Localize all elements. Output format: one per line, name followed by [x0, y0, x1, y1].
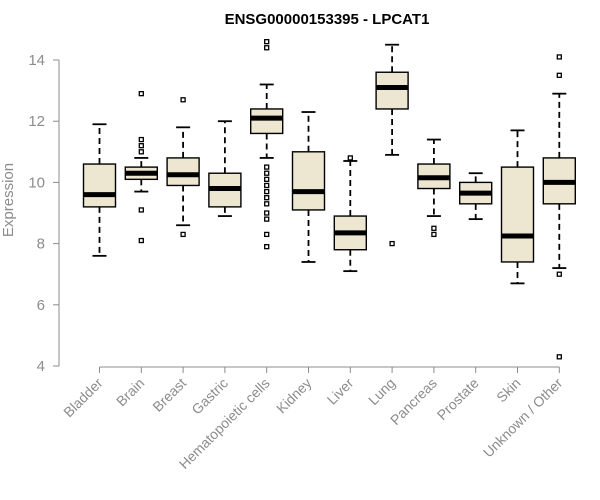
outlier-point — [264, 182, 270, 189]
outlier-point — [556, 72, 562, 78]
x-tick-label: Unknown / Other — [480, 375, 566, 461]
box-group — [542, 54, 576, 360]
box-group — [375, 43, 409, 247]
outlier-point — [264, 244, 270, 250]
box-group — [82, 123, 117, 257]
outlier-point — [264, 38, 270, 45]
box-group — [166, 97, 200, 238]
outlier-point — [264, 188, 270, 195]
outlier-point — [264, 195, 270, 201]
box-group — [459, 172, 493, 221]
x-tick-label: Kidney — [273, 375, 315, 417]
chart-title: ENSG00000153395 - LPCAT1 — [225, 11, 430, 28]
iqr-box — [249, 108, 284, 135]
outlier-point — [138, 136, 144, 143]
iqr-box — [82, 163, 117, 208]
box-group — [417, 138, 451, 238]
x-tick-label: Liver — [324, 375, 357, 408]
outlier-point — [264, 201, 270, 207]
outlier-point — [264, 231, 270, 238]
outlier-point — [180, 231, 186, 238]
box-group — [249, 38, 284, 250]
y-tick-label: 6 — [37, 297, 45, 314]
x-tick-label: Breast — [149, 375, 189, 415]
box-group — [124, 91, 159, 244]
outlier-point — [264, 176, 270, 182]
y-tick-label: 8 — [37, 236, 45, 253]
outlier-point — [138, 149, 144, 155]
outlier-point — [264, 170, 270, 176]
outlier-point — [264, 164, 270, 170]
outlier-point — [431, 231, 437, 238]
iqr-box — [375, 71, 409, 110]
y-tick-label: 4 — [37, 358, 45, 375]
iqr-box — [166, 157, 200, 187]
outlier-point — [556, 354, 562, 360]
outlier-point — [389, 240, 395, 247]
y-tick-label: 12 — [28, 113, 45, 130]
iqr-box — [500, 166, 535, 263]
x-tick-label: Prostate — [434, 375, 482, 423]
outlier-point — [264, 216, 270, 222]
box-series — [82, 38, 576, 360]
x-tick-label: Bladder — [60, 375, 106, 421]
outlier-point — [180, 97, 186, 103]
box-group — [333, 155, 367, 273]
outlier-point — [431, 225, 437, 231]
outlier-point — [264, 210, 270, 216]
outlier-point — [347, 155, 353, 161]
outlier-point — [264, 45, 270, 51]
box-group — [208, 120, 242, 217]
x-tick-label: Brain — [113, 375, 147, 409]
iqr-box — [291, 151, 326, 211]
outlier-point — [138, 91, 144, 97]
outlier-point — [138, 237, 144, 244]
outlier-point — [556, 54, 562, 60]
outlier-point — [138, 207, 144, 213]
box-group — [500, 129, 535, 285]
x-tick-label: Lung — [365, 375, 398, 408]
y-axis: 4 6 8 10 12 14 — [28, 52, 60, 375]
box-group — [291, 111, 326, 263]
outlier-point — [556, 271, 562, 277]
y-axis-label: Expression — [0, 163, 17, 237]
y-tick-label: 14 — [28, 52, 45, 69]
outlier-point — [138, 143, 144, 149]
x-tick-label: Skin — [493, 375, 524, 406]
y-tick-label: 10 — [28, 174, 45, 191]
